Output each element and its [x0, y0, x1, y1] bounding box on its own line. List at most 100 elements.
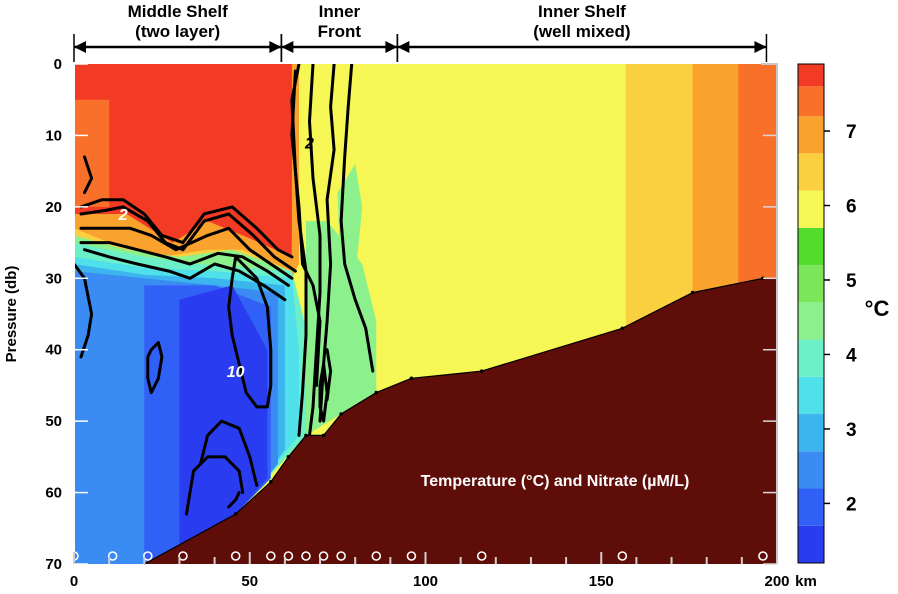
y-tick-label: 10: [45, 127, 62, 144]
nitrate-contour-9: [83, 248, 287, 302]
region-subtitle: Front: [318, 22, 362, 41]
colorbar-tick-label: 6: [846, 197, 857, 218]
chart-annotation: Temperature (°C) and Nitrate (µM/L): [421, 473, 690, 490]
y-tick-label: 30: [45, 270, 62, 287]
y-tick-label: 70: [45, 556, 62, 573]
colorbar-swatch: [798, 339, 824, 377]
region-title: Inner Shelf: [538, 2, 626, 21]
colorbar-swatch: [798, 64, 824, 87]
station-marker: [318, 551, 329, 561]
sea-floor-vertex: [690, 290, 695, 295]
station-markers: [69, 551, 768, 561]
sea-floor-vertex: [304, 433, 308, 438]
station-marker: [283, 551, 294, 561]
nitrate-contour-bottom-1: [199, 419, 259, 487]
station-marker: [336, 551, 346, 561]
colorbar-swatch: [798, 153, 824, 191]
x-unit-label: km: [795, 573, 817, 590]
x-tick-label: 200: [764, 573, 789, 590]
y-tick-label: 50: [45, 413, 62, 430]
station-marker: [758, 551, 768, 561]
region-subtitle: (well mixed): [533, 22, 630, 41]
colorbar-swatch: [798, 86, 824, 117]
sea-floor-vertex: [620, 326, 625, 331]
station-marker: [617, 551, 628, 561]
colorbar-swatch: [798, 376, 824, 415]
nitrate-contour-front-4: [339, 64, 375, 373]
colorbar-frame: [797, 63, 825, 564]
right-frame: [761, 63, 778, 564]
colorbar-swatch: [798, 227, 824, 266]
station-marker: [476, 551, 487, 561]
colorbar-swatch: [798, 302, 824, 340]
colorbar-tick-label: 3: [846, 420, 857, 441]
nitrate-contour-8: [79, 241, 290, 287]
contour-label: 2: [304, 136, 314, 153]
temp-band-darkorange: [738, 64, 777, 286]
nitrate-contour-closed-2: [318, 362, 329, 423]
y-tick-label: 60: [45, 485, 62, 502]
region-arrowhead-right: [269, 41, 282, 53]
region-arrowhead-right: [385, 41, 398, 53]
region-subtitle: (two layer): [135, 22, 220, 41]
nitrate-contour-bottom-2: [185, 455, 245, 516]
colorbar-tick-label: 5: [846, 271, 857, 292]
region-arrowhead-left: [397, 41, 410, 53]
nitrate-contour-small-1: [83, 155, 94, 195]
colorbar-tick-label: 4: [846, 345, 857, 366]
x-tick-label: 50: [241, 573, 258, 590]
sea-floor-vertex: [321, 433, 326, 438]
sea-floor: [144, 276, 778, 565]
sea-floor-vertex: [761, 276, 765, 281]
contour-labels: 2 10 2: [118, 136, 314, 382]
colorbar-swatch: [798, 488, 824, 526]
y-tick-label: 0: [54, 56, 62, 73]
sea-floor-vertex: [269, 480, 273, 484]
nitrate-contour-4: [79, 205, 297, 273]
region-arrowhead-left: [74, 41, 86, 53]
colorbar-swatch: [798, 116, 824, 154]
station-marker: [178, 551, 188, 561]
sea-floor-vertex: [409, 376, 414, 381]
nitrate-contour-6: [79, 226, 294, 280]
temp-band-darkorange-left: [74, 99, 110, 207]
station-marker: [266, 551, 276, 561]
colorbar-tick-label: 7: [846, 122, 857, 143]
region-title: Middle Shelf: [128, 2, 228, 21]
station-marker: [301, 551, 311, 561]
sea-floor-fill: [144, 278, 778, 564]
nitrate-contours: [74, 64, 375, 516]
region-arrowhead-right: [754, 41, 767, 53]
x-tick-label: 150: [589, 573, 614, 590]
contour-label: 2: [118, 207, 128, 224]
y-tick-label: 20: [45, 199, 62, 216]
x-tick-label: 100: [413, 573, 438, 590]
nitrate-contour-closed-1: [146, 341, 164, 395]
nitrate-contour-2: [79, 198, 294, 259]
colorbar-swatch: [798, 265, 824, 303]
colorbar-unit-label: °C: [865, 296, 890, 321]
nitrate-contour-small-2: [325, 348, 333, 402]
temp-band-red-core: [74, 64, 292, 236]
region-arrowhead-left: [281, 41, 294, 53]
nitrate-contour-bottom-3: [227, 491, 241, 509]
sea-floor-vertex: [233, 512, 238, 516]
station-marker: [406, 551, 417, 561]
nitrate-contour-front-2: [308, 64, 322, 437]
nitrate-contour-front-3: [318, 64, 336, 423]
station-marker: [371, 551, 382, 561]
sea-floor-vertex: [374, 390, 379, 395]
colorbar-swatch: [798, 451, 824, 489]
nitrate-contour-left: [74, 262, 94, 359]
station-marker: [107, 551, 118, 561]
sea-floor-vertex: [479, 369, 484, 373]
sea-floor-vertex: [286, 455, 291, 459]
station-marker: [143, 551, 153, 561]
colorbar: 2 3 4 5 6 7 °C: [797, 63, 890, 564]
axes: 0 10 20 30 40 50 60 70 0 50 100 150 200 km: [45, 56, 817, 590]
colorbar-swatch: [798, 525, 824, 563]
colorbar-tick-label: 2: [846, 494, 857, 515]
nitrate-contour-front-5: [290, 69, 322, 387]
